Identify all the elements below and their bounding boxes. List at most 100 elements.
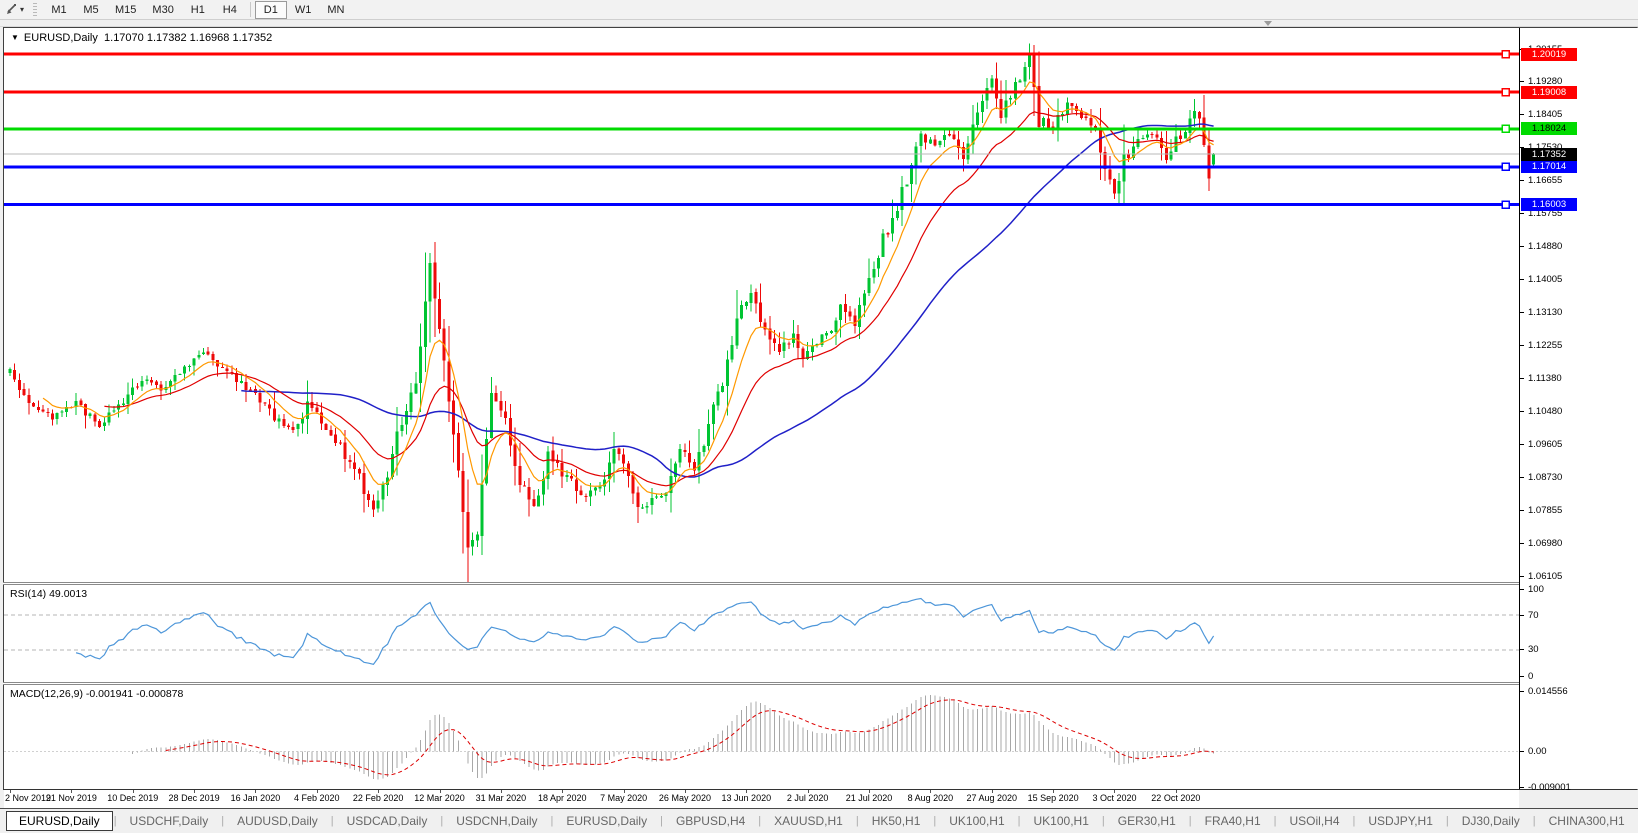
date-label: 22 Feb 2020 <box>352 793 404 803</box>
chart-scroll-strip[interactable] <box>0 20 1638 27</box>
time-axis-line <box>3 789 1637 790</box>
date-tick-mark <box>746 790 748 793</box>
macd-chart-canvas[interactable] <box>4 685 1519 789</box>
tab-usoil-h4[interactable]: USOil,H4 <box>1289 814 1340 828</box>
toolbar-separator <box>249 2 251 17</box>
date-tick-mark <box>562 790 564 793</box>
rsi-chart-canvas[interactable] <box>4 585 1519 682</box>
macd-tick-mark <box>1520 750 1524 752</box>
tab-separator: | <box>1445 815 1449 827</box>
rsi-indicator-pane[interactable]: RSI(14) 49.0013 <box>4 585 1519 682</box>
price-tick-label: 1.13130 <box>1528 307 1563 318</box>
tab-separator: | <box>758 815 762 827</box>
price-tick-label: 1.06980 <box>1528 537 1563 549</box>
chart-title: ▼ EURUSD,Daily 1.17070 1.17382 1.16968 1.… <box>11 32 272 44</box>
date-label: 18 Apr 2020 <box>537 793 587 803</box>
price-axis[interactable]: 1.201551.192801.184051.175301.166551.157… <box>1520 28 1638 793</box>
rsi-tick-mark <box>1520 614 1524 616</box>
tab-uk100-h1[interactable]: UK100,H1 <box>949 814 1005 828</box>
toolbar-grip[interactable] <box>33 3 38 16</box>
date-label: 12 Mar 2020 <box>414 793 465 803</box>
timeframe-button-h1[interactable]: H1 <box>190 3 205 16</box>
main-chart-pane[interactable]: ▼ EURUSD,Daily 1.17070 1.17382 1.16968 1.… <box>4 28 1519 582</box>
date-label: 16 Jan 2020 <box>230 793 281 803</box>
timeframe-button-m1[interactable]: M1 <box>51 3 67 16</box>
date-label: 21 Jul 2020 <box>845 793 893 803</box>
date-tick-mark <box>194 790 196 793</box>
price-tick-label: 1.11380 <box>1528 372 1562 384</box>
tab-gbpusd-h4[interactable]: GBPUSD,H4 <box>675 814 746 828</box>
tab-separator: | <box>660 815 663 827</box>
tab-fra40-h1[interactable]: FRA40,H1 <box>1204 814 1261 828</box>
date-tick-mark <box>623 790 625 793</box>
date-tick-mark <box>378 790 380 793</box>
chart-title-marker-icon: ▼ <box>11 33 19 42</box>
chart-tab-bar: EURUSD,Daily | USDCHF,Daily | AUDUSD,Daily | U… <box>0 808 1638 833</box>
macd-label: MACD(12,26,9) -0.001941 -0.000878 <box>10 688 184 700</box>
price-tick-label: 1.14880 <box>1528 241 1563 253</box>
price-tick-label: 1.12255 <box>1528 339 1563 351</box>
timeframe-button-m5[interactable]: M5 <box>83 3 99 16</box>
price-tick-label: 1.07855 <box>1528 504 1563 516</box>
price-tick-label: 1.08730 <box>1528 471 1563 483</box>
timeframe-button-h4[interactable]: H4 <box>222 3 237 16</box>
tab-usdcad-daily[interactable]: USDCAD,Daily <box>346 814 428 828</box>
tab-usdjpy-h1[interactable]: USDJPY,H1 <box>1368 814 1433 828</box>
timeframe-button-w1[interactable]: W1 <box>294 3 312 16</box>
macd-tick-label: 0.00 <box>1528 745 1547 757</box>
moving-averages-layer <box>42 81 1214 495</box>
price-tick-mark <box>1520 213 1524 215</box>
pane-separator[interactable] <box>3 682 1637 685</box>
tab-usdcnh-daily[interactable]: USDCNH,Daily <box>456 814 538 828</box>
timeframe-button-m15[interactable]: M15 <box>115 3 137 16</box>
price-tick-label: 1.14005 <box>1528 274 1563 286</box>
price-tick-label: 1.10480 <box>1528 405 1563 417</box>
price-tick-mark <box>1520 279 1524 281</box>
rsi-tick-label: 30 <box>1528 644 1539 656</box>
timeframe-button-m30[interactable]: M30 <box>152 3 174 16</box>
horizontal-levels-layer <box>4 49 1519 209</box>
tab-separator: | <box>933 815 937 827</box>
tab-separator: | <box>221 815 225 827</box>
tab-separator: | <box>550 815 554 827</box>
tab-eurusd-daily[interactable]: EURUSD,Daily <box>566 814 648 828</box>
tab-china300-h1[interactable]: CHINA300,H1 <box>1548 814 1625 828</box>
date-label: 22 Oct 2020 <box>1151 793 1201 803</box>
cursor-tool-icon[interactable] <box>4 3 18 17</box>
price-tick-mark <box>1520 180 1524 182</box>
tab-xauusd-h1[interactable]: XAUUSD,H1 <box>774 814 843 828</box>
date-tick-mark <box>132 790 134 793</box>
tab-ger30-h1[interactable]: GER30,H1 <box>1117 814 1176 828</box>
timeframe-button-d1[interactable]: D1 <box>254 0 287 19</box>
chart-ohlc-values: 1.17070 1.17382 1.16968 1.17352 <box>104 32 273 44</box>
cursor-tool-dropdown-icon[interactable]: ▾ <box>20 5 25 14</box>
rsi-tick-mark <box>1520 675 1524 677</box>
price-axis-border <box>1519 28 1520 789</box>
date-tick-mark <box>10 790 11 793</box>
tab-separator: | <box>330 815 334 827</box>
date-axis[interactable]: 2 Nov 2019 21 Nov 2019 10 Dec 2019 28 Dec 2… <box>4 790 1519 808</box>
chart-shift-marker-icon[interactable] <box>1264 21 1272 26</box>
macd-indicator-pane[interactable]: MACD(12,26,9) -0.001941 -0.000878 <box>4 685 1519 789</box>
candlestick-chart-canvas[interactable] <box>4 28 1519 582</box>
tab-separator: | <box>1273 815 1277 827</box>
tab-hk50-h1[interactable]: HK50,H1 <box>871 814 921 828</box>
tab-eurusd-daily[interactable]: EURUSD,Daily <box>6 811 113 831</box>
tab-separator: | <box>1352 815 1356 827</box>
price-tick-label: 1.15755 <box>1528 208 1563 220</box>
price-tick-label: 1.18405 <box>1528 109 1563 121</box>
tab-usdchf-daily[interactable]: USDCHF,Daily <box>129 814 209 828</box>
date-tick-mark <box>930 790 932 793</box>
date-label: 21 Nov 2019 <box>45 793 97 803</box>
rsi-tick-mark <box>1520 588 1524 590</box>
tab-separator: | <box>855 815 859 827</box>
timeframe-button-mn[interactable]: MN <box>327 3 345 16</box>
tab-uk100-h1[interactable]: UK100,H1 <box>1033 814 1089 828</box>
date-tick-mark <box>1114 790 1116 793</box>
tab-dj30-daily[interactable]: DJ30,Daily <box>1461 814 1520 828</box>
tab-audusd-daily[interactable]: AUDUSD,Daily <box>237 814 318 828</box>
price-tick-mark <box>1520 114 1524 116</box>
date-label: 7 May 2020 <box>600 793 648 803</box>
chart-window-left-border <box>3 27 4 790</box>
pane-separator[interactable] <box>3 582 1637 585</box>
